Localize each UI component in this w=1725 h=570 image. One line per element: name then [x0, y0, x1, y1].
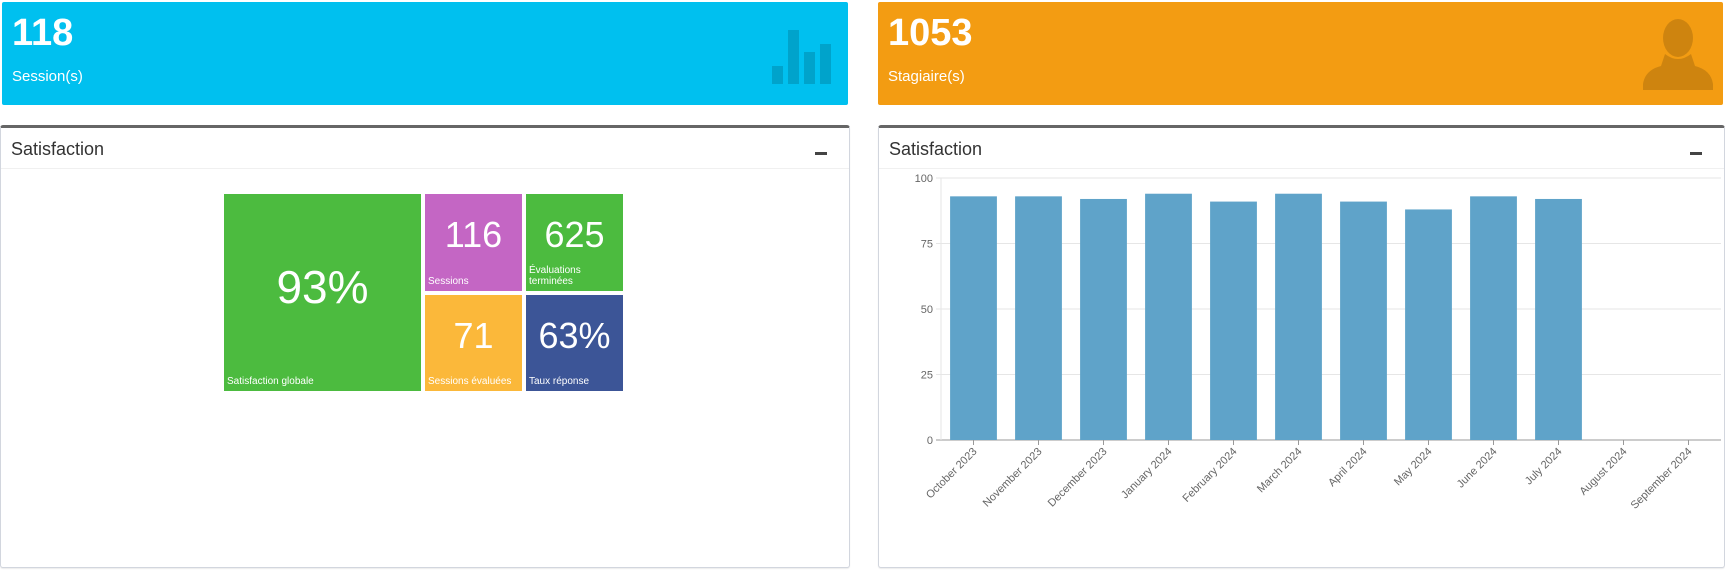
tile-label: Satisfaction globale	[227, 376, 314, 387]
bar[interactable]	[1535, 198, 1582, 440]
panel-header: Satisfaction	[879, 128, 1724, 169]
x-tick-label: March 2024	[1255, 446, 1305, 496]
x-tick-label: December 2023	[1046, 446, 1110, 510]
x-tick-label: April 2024	[1326, 446, 1370, 490]
minus-icon	[815, 152, 827, 155]
bar[interactable]	[1405, 209, 1452, 440]
bar[interactable]	[1080, 198, 1127, 440]
tile-value: 116	[444, 214, 503, 255]
x-tick-label: January 2024	[1119, 446, 1175, 502]
tile-label: Évaluations terminées	[529, 265, 581, 287]
x-tick-label: July 2024	[1523, 446, 1565, 488]
sessions-stat-box: 118 Session(s)	[2, 2, 848, 105]
trainees-count: 1053	[888, 12, 973, 54]
bar-chart-icon	[772, 30, 831, 84]
x-tick-label: June 2024	[1455, 446, 1500, 491]
satisfaction-bar-chart: 0 25 50 75 100 October 2023 November 2023 Decem…	[915, 173, 1721, 512]
collapse-button[interactable]	[813, 142, 829, 158]
y-tick-label: 100	[915, 173, 933, 185]
tile-evaluations-completed[interactable]: 625 Évaluations terminées	[526, 194, 623, 291]
tile-label: Taux réponse	[529, 376, 590, 387]
minus-icon	[1690, 152, 1702, 155]
tile-sessions-evaluated[interactable]: 71 Sessions évaluées	[425, 295, 522, 391]
y-tick-label: 0	[927, 435, 933, 447]
tile-response-rate[interactable]: 63% Taux réponse	[526, 295, 623, 391]
x-tick-label: May 2024	[1392, 446, 1435, 489]
satisfaction-summary-panel: Satisfaction 93% Satisfaction globale 11…	[0, 125, 850, 568]
x-tick-label: February 2024	[1181, 446, 1240, 505]
x-tick-label: September 2024	[1629, 446, 1695, 512]
bar[interactable]	[1145, 193, 1192, 440]
tile-value: 625	[544, 214, 605, 255]
bar[interactable]	[1275, 193, 1322, 440]
satisfaction-chart-panel: Satisfaction 0 25 50 75 100 October 2023 Novem…	[878, 125, 1725, 568]
tile-label: Sessions évaluées	[428, 376, 512, 387]
bar[interactable]	[1210, 201, 1257, 440]
tile-sessions[interactable]: 116 Sessions	[425, 194, 522, 291]
panel-title: Satisfaction	[11, 139, 105, 159]
tile-global-satisfaction[interactable]: 93% Satisfaction globale	[224, 194, 421, 391]
panel-header: Satisfaction	[1, 128, 849, 169]
bar[interactable]	[1470, 196, 1517, 440]
collapse-button[interactable]	[1688, 142, 1704, 158]
sessions-label: Session(s)	[12, 68, 83, 85]
y-tick-label: 75	[921, 239, 933, 251]
panel-title: Satisfaction	[889, 139, 983, 159]
y-tick-label: 50	[921, 304, 933, 316]
bar[interactable]	[1015, 196, 1062, 440]
trainees-label: Stagiaire(s)	[888, 68, 965, 85]
tile-value: 93%	[276, 261, 369, 313]
tile-value: 71	[453, 315, 494, 356]
tile-value: 63%	[538, 315, 611, 356]
bar[interactable]	[1340, 201, 1387, 440]
tile-label: Sessions	[428, 276, 469, 287]
x-tick-label: August 2024	[1577, 446, 1629, 498]
x-tick-label: November 2023	[981, 446, 1045, 510]
bar[interactable]	[950, 196, 997, 440]
user-icon	[1643, 19, 1713, 90]
sessions-count: 118	[12, 12, 74, 54]
x-tick-label: October 2023	[924, 446, 980, 502]
y-tick-label: 25	[921, 370, 933, 382]
trainees-stat-box: 1053 Stagiaire(s)	[878, 2, 1723, 105]
